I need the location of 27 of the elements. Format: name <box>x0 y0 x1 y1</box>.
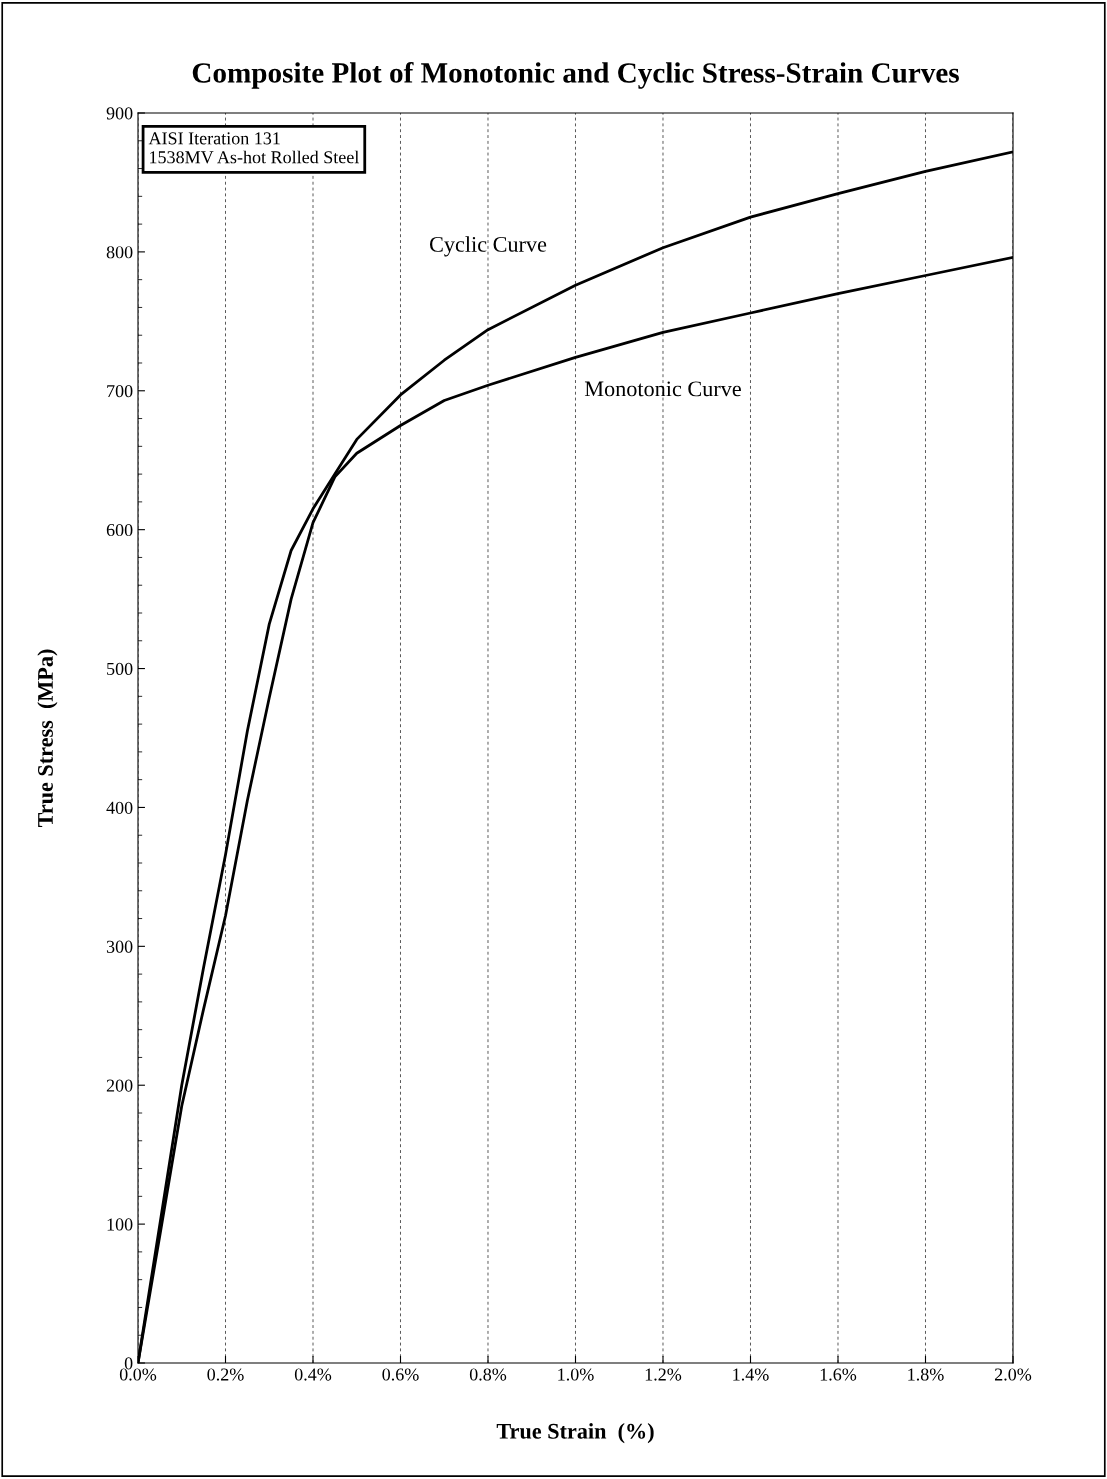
x-tick-label: 1.8% <box>908 1368 944 1381</box>
x-tick-label: 0.6% <box>382 1368 419 1381</box>
annotation: AISI Iteration 131 1538MV As-hot Rolled Steel <box>148 132 359 164</box>
x-tick-label: 0.8% <box>469 1368 507 1381</box>
x-tick-label: 1.4% <box>733 1368 769 1381</box>
x-axis-title: True Strain (%) <box>496 1423 654 1444</box>
x-tick-label: 1.0% <box>558 1368 594 1381</box>
x-tick-label: 0.4% <box>294 1368 332 1381</box>
y-tick-label: 600 <box>106 523 133 537</box>
x-tick-label: 1.2% <box>645 1368 682 1381</box>
y-tick-label: 0 <box>124 1357 133 1370</box>
x-tick-label: 2.0% <box>994 1368 1032 1381</box>
y-axis-title: True Stress (MPa) <box>37 649 58 828</box>
y-tick-label: 100 <box>107 1218 133 1231</box>
y-tick-label: 900 <box>106 107 133 120</box>
y-tick-label: 400 <box>106 801 133 814</box>
y-tick-label: 700 <box>107 385 133 398</box>
chart-title: Composite Plot of Monotonic and Cyclic Stress-Strain Curves <box>192 61 959 89</box>
y-tick-label: 300 <box>106 940 133 953</box>
series-label: Monotonic Curve <box>584 381 741 397</box>
x-tick-label: 0.0% <box>119 1368 157 1381</box>
x-tick-label: 0.2% <box>207 1368 244 1381</box>
x-tick-label: 1.6% <box>820 1368 857 1381</box>
series-label: Cyclic Curve <box>429 236 547 257</box>
y-tick-label: 200 <box>106 1079 133 1092</box>
y-tick-label: 800 <box>106 246 133 259</box>
y-tick-label: 500 <box>107 662 133 675</box>
